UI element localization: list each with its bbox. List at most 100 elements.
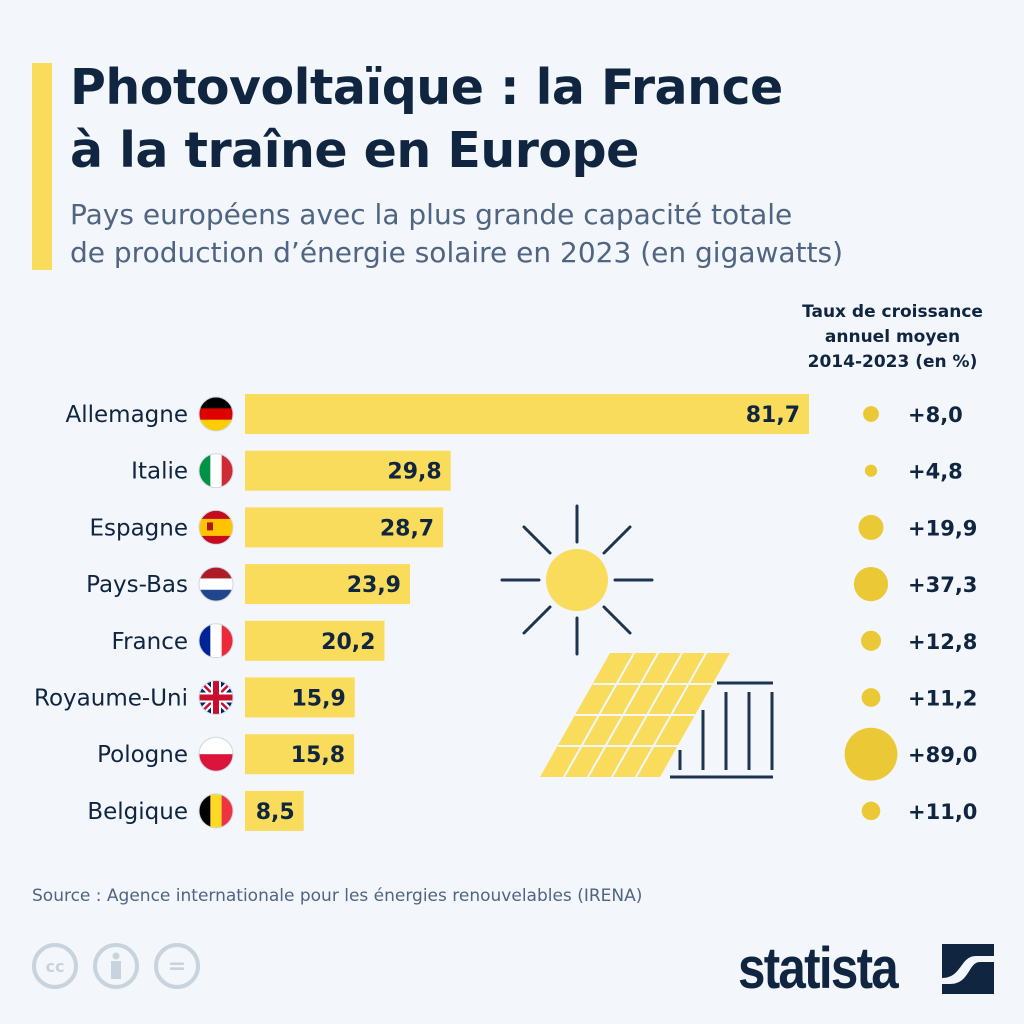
cc-label: cc	[45, 956, 65, 976]
bar	[245, 734, 355, 775]
growth-bubble	[864, 464, 878, 477]
flag-outline	[198, 509, 234, 545]
statista-logo-mark-icon	[942, 944, 994, 994]
flag-stripe	[199, 419, 233, 431]
flag-icon-belgique	[198, 793, 234, 829]
subtitle: Pays européens avec la plus grande capac…	[70, 196, 970, 272]
bar	[245, 620, 385, 661]
flag-icon-pays-bas	[198, 566, 234, 602]
flag-outline	[198, 396, 234, 432]
flag-stripe	[199, 453, 211, 488]
title-accent-bar	[32, 63, 52, 270]
growth-bubble	[861, 688, 881, 707]
growth-bubble	[858, 514, 884, 540]
flag-cross-red	[199, 680, 233, 715]
flag-icon-italie	[198, 453, 234, 489]
growth-header-line-2: annuel moyen	[824, 327, 961, 347]
subtitle-line-1: Pays européens avec la plus grande capac…	[70, 198, 793, 231]
growth-label: +89,0	[908, 743, 977, 767]
flag-icon-pologne	[198, 736, 234, 772]
growth-label: +37,3	[908, 573, 977, 597]
category-label: Belgique	[87, 799, 188, 825]
flag-stripe	[221, 623, 233, 658]
bar	[245, 790, 304, 831]
bar-row: Belgique 8,5 +11,0	[87, 790, 977, 831]
bar	[245, 450, 451, 491]
bar-row: Italie 29,8 +4,8	[131, 450, 963, 491]
flag-stripe	[199, 589, 233, 602]
flag-icon-france	[198, 623, 234, 659]
flag-stripes	[199, 680, 233, 715]
subtitle-line-2: de production d’énergie solaire en 2023 …	[70, 236, 844, 269]
no-derivatives-icon[interactable]: =	[154, 943, 200, 989]
bar-value-label: 8,5	[256, 800, 295, 825]
bar-value-label: 28,7	[380, 516, 434, 541]
bar-row: France 20,2 +12,8	[112, 620, 977, 661]
bar-value-label: 23,9	[347, 573, 401, 598]
equals-label: =	[167, 953, 187, 979]
growth-label: +19,9	[908, 516, 977, 540]
growth-bubble	[863, 406, 879, 422]
title-line-1: Photovoltaïque : la France	[70, 59, 783, 116]
flag-outline	[198, 793, 234, 829]
growth-bubble	[844, 727, 898, 781]
bar	[245, 507, 444, 548]
bar	[245, 394, 809, 434]
growth-column-header: Taux de croissance annuel moyen 2014-202…	[780, 300, 1005, 375]
flag-stripes	[199, 623, 233, 658]
category-label: France	[112, 629, 188, 655]
flag-stripes	[199, 510, 233, 545]
flag-icon-royaume-uni	[198, 680, 234, 715]
flag-stripe	[199, 397, 233, 409]
growth-label: +12,8	[908, 630, 977, 654]
person-icon	[111, 952, 121, 979]
flag-stripe	[199, 518, 233, 536]
flag-stripes	[199, 567, 233, 602]
bar-row: Pays-Bas 23,9 +37,3	[86, 564, 977, 605]
bar-value-label: 29,8	[387, 460, 441, 485]
growth-bubble	[853, 566, 889, 602]
flag-stripe	[210, 793, 223, 828]
growth-label: +11,0	[908, 800, 977, 824]
flag-stripe	[199, 567, 233, 579]
statista-logo[interactable]: statista	[738, 936, 899, 1001]
attribution-icon[interactable]	[93, 943, 139, 989]
growth-bubble	[860, 630, 882, 651]
bar	[245, 677, 355, 718]
flag-outline	[198, 566, 234, 602]
flag-emblem	[207, 522, 213, 531]
category-label: Pays-Bas	[86, 572, 188, 598]
flag-stripe	[221, 793, 233, 828]
flag-stripes	[199, 397, 233, 431]
category-label: Pologne	[97, 742, 188, 768]
bar-row: Espagne 28,7 +19,9	[89, 507, 977, 548]
growth-header-line-3: 2014-2023 (en %)	[807, 352, 978, 372]
category-label: Espagne	[89, 515, 188, 541]
flag-stripe	[199, 578, 233, 591]
flag-outline	[198, 623, 234, 659]
category-label: Royaume-Uni	[34, 686, 188, 712]
bar-value-label: 15,8	[291, 743, 345, 768]
flag-stripe	[199, 754, 233, 772]
page-title: Photovoltaïque : la France à la traîne e…	[70, 56, 970, 182]
growth-label: +4,8	[908, 460, 963, 484]
bar-row: Allemagne 81,7 +8,0	[66, 394, 963, 434]
bar	[245, 564, 410, 605]
flag-stripe	[199, 623, 211, 658]
bar-value-label: 20,2	[321, 630, 375, 655]
solar-panel-icon	[540, 652, 774, 779]
flag-icon-espagne	[198, 509, 234, 545]
flag-stripes	[199, 793, 233, 828]
flag-stripe	[199, 408, 233, 421]
flag-stripe	[210, 623, 223, 658]
bar-value-label: 81,7	[746, 403, 800, 428]
flag-outline	[198, 680, 234, 715]
growth-label: +8,0	[908, 403, 963, 427]
cc-icon[interactable]: cc	[32, 943, 78, 989]
flag-outline	[198, 736, 234, 772]
growth-header-line-1: Taux de croissance	[802, 302, 983, 322]
flag-stripe	[221, 453, 233, 488]
flag-stripe	[210, 453, 223, 488]
flag-outline	[198, 453, 234, 489]
